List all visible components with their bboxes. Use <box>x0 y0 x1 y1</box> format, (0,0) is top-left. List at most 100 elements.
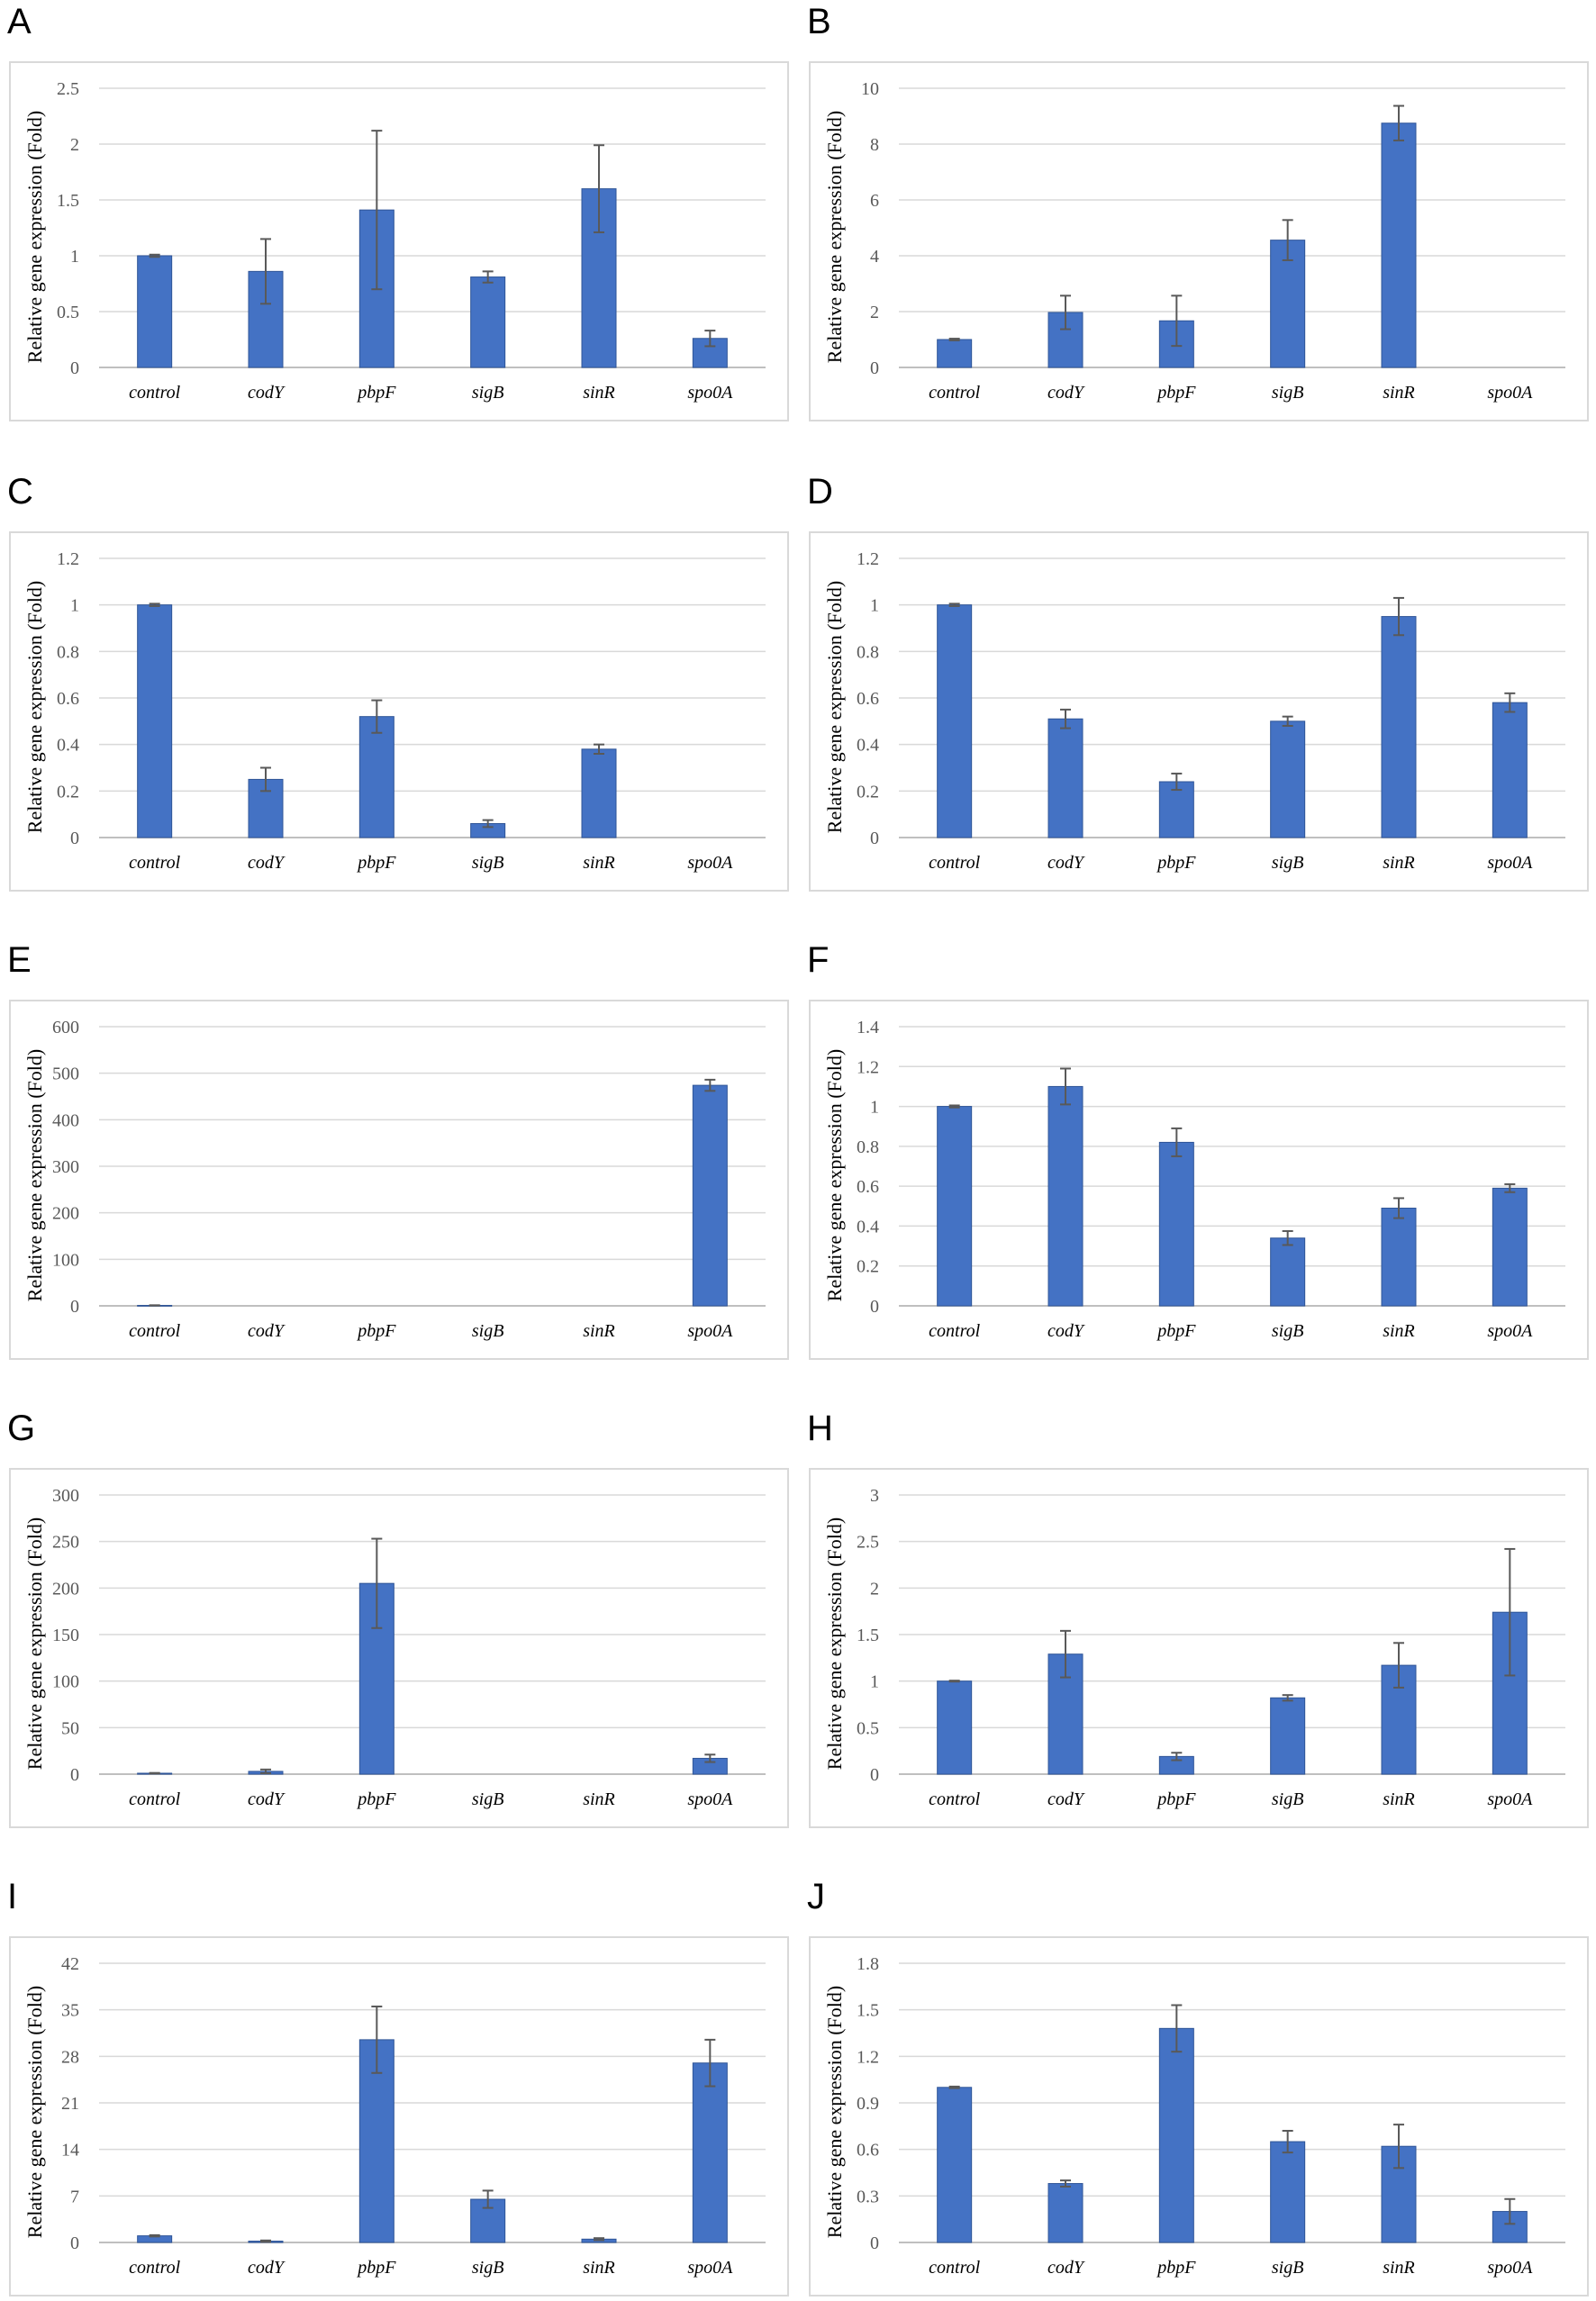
y-axis-title: Relative gene expression (Fold) <box>23 111 46 363</box>
y-tick-label: 600 <box>52 1018 79 1037</box>
y-tick-label: 150 <box>52 1626 79 1645</box>
panel-letter: F <box>807 940 830 980</box>
y-tick-label: 2 <box>870 1579 879 1599</box>
y-tick-label: 0.3 <box>857 2187 879 2206</box>
x-category-label: sigB <box>472 2258 504 2278</box>
chart-frame <box>9 61 789 421</box>
y-tick-label: 0.8 <box>857 1137 879 1157</box>
bar-sigB <box>1270 240 1306 368</box>
x-category-label: sinR <box>1383 1321 1415 1341</box>
y-tick-label: 0 <box>870 829 879 848</box>
bar-sigB <box>1270 720 1306 838</box>
x-category-label: spo0A <box>687 1789 733 1809</box>
bar-pbpF <box>1158 2027 1194 2243</box>
bar-sinR <box>1381 616 1417 838</box>
y-axis-title: Relative gene expression (Fold) <box>823 111 846 363</box>
panel-letter: A <box>7 2 32 41</box>
x-category-label: pbpF <box>356 1321 396 1341</box>
y-tick-label: 200 <box>52 1579 79 1599</box>
y-tick-label: 0.5 <box>857 1718 879 1738</box>
y-tick-label: 0.8 <box>857 642 879 662</box>
chart-frame <box>9 1468 789 1828</box>
y-tick-label: 7 <box>70 2187 79 2206</box>
chart-frame <box>809 1468 1589 1828</box>
y-axis-title: Relative gene expression (Fold) <box>23 581 46 833</box>
x-category-label: sinR <box>583 2258 615 2278</box>
y-tick-label: 0.2 <box>857 1257 879 1277</box>
bar-control <box>937 1680 973 1775</box>
y-axis-title: Relative gene expression (Fold) <box>23 1517 46 1770</box>
x-category-label: sinR <box>1383 383 1415 403</box>
chart-frame <box>9 531 789 892</box>
x-category-label: codY <box>248 1321 286 1341</box>
bar-spo0A <box>1492 1187 1528 1307</box>
bar-chart-panel: 0 0.5 1 1.5 2 2.5 Relative gene expression (Fo… <box>9 61 789 421</box>
x-category-label: spo0A <box>687 1321 733 1341</box>
y-tick-label: 300 <box>52 1157 79 1177</box>
chart-frame <box>809 1936 1589 2296</box>
x-category-label: control <box>929 383 980 403</box>
x-category-label: pbpF <box>1156 1321 1196 1341</box>
panel-letter: E <box>7 940 32 980</box>
bar-chart-panel: 0 50 100 150 200 250 300 Relative gene expressi… <box>9 1468 789 1828</box>
bar-codY <box>1047 2183 1084 2243</box>
x-category-label: sinR <box>583 1321 615 1341</box>
x-category-label: sinR <box>1383 853 1415 873</box>
y-tick-label: 0 <box>70 2233 79 2253</box>
bar-chart-panel: 0 2 4 6 8 10 Relative gene expression (Fold) co… <box>809 61 1589 421</box>
panel-letter: G <box>7 1409 36 1448</box>
x-category-label: sigB <box>472 383 504 403</box>
x-category-label: spo0A <box>687 853 733 873</box>
chart-frame <box>9 1000 789 1360</box>
x-category-label: control <box>129 853 180 873</box>
y-axis-title: Relative gene expression (Fold) <box>23 1986 46 2238</box>
y-tick-label: 1 <box>70 596 79 616</box>
x-category-label: sigB <box>1272 853 1304 873</box>
y-tick-label: 0 <box>870 2233 879 2253</box>
x-category-label: codY <box>248 853 286 873</box>
y-tick-label: 0 <box>70 1765 79 1785</box>
y-tick-label: 42 <box>61 1954 79 1974</box>
y-axis-title: Relative gene expression (Fold) <box>23 1049 46 1301</box>
bar-control <box>937 339 973 368</box>
x-category-label: codY <box>248 383 286 403</box>
y-tick-label: 0 <box>870 358 879 378</box>
y-tick-label: 0 <box>70 1297 79 1317</box>
x-category-label: control <box>129 1789 180 1809</box>
bar-chart-panel: 0 0.3 0.6 0.9 1.2 1.5 1.8 Relative gene express… <box>809 1936 1589 2296</box>
x-category-label: codY <box>1047 383 1085 403</box>
bar-control <box>937 604 973 838</box>
y-tick-label: 6 <box>870 191 879 211</box>
y-tick-label: 4 <box>870 247 879 267</box>
x-category-label: codY <box>1047 2258 1085 2278</box>
bar-control <box>137 255 173 368</box>
x-category-label: pbpF <box>1156 383 1196 403</box>
x-category-label: pbpF <box>356 1789 396 1809</box>
y-tick-label: 0.9 <box>857 2094 879 2114</box>
panel-letter: D <box>807 472 833 512</box>
bar-chart-panel: 0 0.2 0.4 0.6 0.8 1 1.2 1.4 Relative gene expres… <box>809 1000 1589 1360</box>
y-tick-label: 1.2 <box>57 549 79 569</box>
bar-chart-panel: 0 0.5 1 1.5 2 2.5 3 Relative gene expression (F… <box>809 1468 1589 1828</box>
bar-spo0A <box>692 2062 728 2243</box>
y-tick-label: 2 <box>870 303 879 322</box>
y-tick-label: 0 <box>70 829 79 848</box>
y-tick-label: 2.5 <box>57 79 79 99</box>
y-tick-label: 35 <box>61 2001 79 2021</box>
y-tick-label: 0.2 <box>857 782 879 802</box>
y-tick-label: 1.5 <box>57 191 79 211</box>
bar-pbpF <box>1158 1141 1194 1307</box>
x-category-label: pbpF <box>356 383 396 403</box>
y-tick-label: 0.4 <box>57 736 79 756</box>
x-category-label: spo0A <box>1487 1789 1533 1809</box>
y-tick-label: 0.6 <box>857 1177 879 1197</box>
bar-spo0A <box>1492 702 1528 838</box>
y-tick-label: 8 <box>870 135 879 155</box>
x-category-label: control <box>929 853 980 873</box>
y-tick-label: 14 <box>61 2141 79 2161</box>
bar-codY <box>1047 1085 1084 1307</box>
bar-sinR <box>1381 1208 1417 1307</box>
y-tick-label: 28 <box>61 2047 79 2067</box>
y-tick-label: 1 <box>870 1098 879 1118</box>
bar-sigB <box>470 276 506 368</box>
